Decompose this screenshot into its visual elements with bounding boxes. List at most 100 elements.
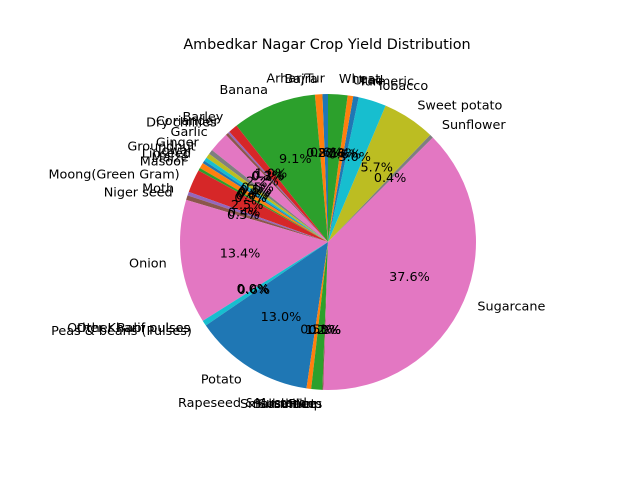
slice-label-coriander: Coriander xyxy=(156,114,220,129)
slice-label-ginger: Ginger xyxy=(156,135,200,150)
slice-percent-arhar-tur: 0.6% xyxy=(310,146,343,161)
slice-percent-wheat: 2.1% xyxy=(318,146,351,161)
slice-percent-small-millets: 0.1% xyxy=(309,323,342,338)
slice-percent-turmeric: 0.6% xyxy=(329,147,362,162)
slice-label-linseed: Linseed xyxy=(142,146,191,161)
pie-slice-linseed xyxy=(202,160,328,242)
slice-label-groundnut: Groundnut xyxy=(127,140,195,155)
pie-slices xyxy=(180,94,476,390)
slice-label-small-millets: Small millets xyxy=(240,397,323,412)
slice-percent-groundnut: 0.5% xyxy=(240,183,273,198)
slice-percent-sugarcane: 37.6% xyxy=(389,270,430,285)
slice-percent-other-kharif-pulses: 0.0% xyxy=(237,282,270,297)
slice-label-rice: Rice xyxy=(288,397,315,412)
slice-percent-urad: 0.6% xyxy=(325,147,358,162)
slice-label-bajra: Bajra xyxy=(284,72,317,87)
slice-percent-masoor: 0.3% xyxy=(234,191,267,206)
slice-percent-barley: 1.0% xyxy=(255,166,288,181)
pie-slice-potato xyxy=(205,242,328,389)
slice-label-onion: Onion xyxy=(129,257,167,272)
pie-slice-dry-chillies xyxy=(225,132,328,242)
slice-label-sannhamp: Sannhamp xyxy=(253,397,322,412)
pie-slice-masoor xyxy=(198,168,328,242)
pie-slice-bajra xyxy=(314,94,328,242)
pie-slice-garlic xyxy=(211,134,328,242)
pie-slice-tobacco xyxy=(328,97,386,242)
slice-label-jowar: Jowar xyxy=(157,143,194,158)
pie-slice-arhar-tur xyxy=(322,94,328,242)
slice-label-dry-chillies: Dry chillies xyxy=(146,116,217,131)
slice-label-garlic: Garlic xyxy=(171,125,208,140)
pie-slice-small-millets xyxy=(322,242,328,390)
slice-percent-peas-beans-pulses: 0.6% xyxy=(237,283,270,298)
slice-label-sugarcane: Sugarcane xyxy=(477,299,545,314)
slice-percent-bajra: 0.8% xyxy=(306,146,339,161)
slice-percent-tobacco: 3.0% xyxy=(338,150,371,165)
pie-slice-coriander xyxy=(227,131,328,242)
pie-slice-groundnut xyxy=(206,153,328,242)
pie-slice-onion xyxy=(180,199,328,321)
slice-label-turmeric: Turmeric xyxy=(358,75,414,90)
pie-labels: Arhar/Tur 0.6% Bajra 0.8% Banana 9.1% Barley 1.… xyxy=(48,72,545,412)
slice-percent-onion: 13.4% xyxy=(220,247,261,262)
slice-percent-linseed: 0.3% xyxy=(237,186,270,201)
pie-slice-sugarcane xyxy=(323,137,476,390)
slice-label-masoor: Masoor xyxy=(140,154,187,169)
slice-percent-sweet-potato: 5.7% xyxy=(360,160,393,175)
slice-label-sunflower: Sunflower xyxy=(442,118,507,133)
pie-slice-barley xyxy=(229,125,328,242)
pie-slice-turmeric xyxy=(328,96,359,242)
pie-slice-ginger xyxy=(209,150,328,242)
slice-percent-potato: 13.0% xyxy=(261,310,302,325)
slice-label-moong-green-gram: Moong(Green Gram) xyxy=(48,167,179,182)
slice-label-sesamum: Sesamum xyxy=(258,397,322,412)
slice-percent-sesamum: 0.0% xyxy=(308,323,341,338)
pie-slice-maize xyxy=(199,163,328,242)
slice-percent-garlic: 2.2% xyxy=(246,175,279,190)
chart-title: Ambedkar Nagar Crop Yield Distribution xyxy=(183,37,470,53)
pie-slice-moth xyxy=(187,191,328,242)
slice-label-moth: Moth xyxy=(142,181,174,196)
slice-percent-moth: 0.4% xyxy=(228,205,261,220)
slice-percent-jowar: 0.4% xyxy=(238,185,271,200)
slice-label-niger-seed: Niger seed xyxy=(104,186,173,201)
slice-percent-coriander: 0.2% xyxy=(252,169,285,184)
slice-percent-moong-green-gram: 2.5% xyxy=(231,198,264,213)
slice-percent-other-rabi-pulses: 0.0% xyxy=(237,282,270,297)
pie-slice-rice xyxy=(311,242,328,390)
slice-label-sweet-potato: Sweet potato xyxy=(417,98,502,113)
slice-label-peas-beans-pulses: Peas & beans (Pulses) xyxy=(51,324,192,339)
pie-slice-sweet-potato xyxy=(328,105,431,242)
slice-label-other-kharif-pulses: Other Kharif pulses xyxy=(67,321,190,336)
slice-label-banana: Banana xyxy=(219,83,268,98)
slice-percent-ginger: 0.5% xyxy=(241,180,274,195)
slice-percent-maize: 0.6% xyxy=(236,189,269,204)
slice-percent-banana: 9.1% xyxy=(279,152,312,167)
slice-percent-rice: 1.2% xyxy=(305,323,338,338)
pie-slice-peas-beans-pulses xyxy=(202,242,328,326)
pie-slice-banana xyxy=(236,94,328,243)
slice-percent-rapeseed-mustard: 0.5% xyxy=(300,323,333,338)
slice-label-arhar-tur: Arhar/Tur xyxy=(266,72,325,87)
slice-label-tobacco: Tobacco xyxy=(376,79,429,94)
slice-percent-dry-chillies: 0.3% xyxy=(251,170,284,185)
pie-slice-wheat xyxy=(328,94,348,242)
slice-label-rapeseed-mustard: Rapeseed &Mustard xyxy=(178,396,307,411)
pie-slice-rapeseed-mustard xyxy=(306,242,328,390)
slice-label-potato: Potato xyxy=(201,373,242,388)
slice-label-other-rabi-pulses: Other Rabi pulses xyxy=(77,321,191,336)
slice-percent-sunflower: 0.4% xyxy=(374,171,407,186)
slice-label-barley: Barley xyxy=(182,110,223,125)
pie-slice-niger-seed xyxy=(186,195,328,242)
slice-label-wheat: Wheat xyxy=(339,72,381,87)
pie-slice-jowar xyxy=(204,157,328,242)
slice-percent-sannhamp: 0.0% xyxy=(308,323,341,338)
pie-slice-sunflower xyxy=(328,134,433,242)
slice-label-urad: Urad xyxy=(353,74,384,89)
slice-percent-niger-seed: 0.5% xyxy=(227,208,260,223)
slice-label-maize: Maize xyxy=(152,150,189,165)
pie-slice-moong-green-gram xyxy=(188,170,328,242)
pie-slice-urad xyxy=(328,95,354,242)
